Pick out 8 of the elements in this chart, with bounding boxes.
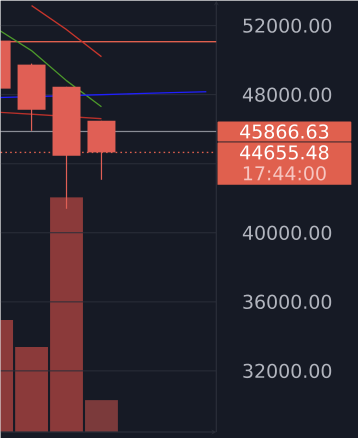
ref-line-label: 44655.48 [240,145,328,160]
y-tick-label: 36000.00 [243,294,332,310]
y-tick-label: 40000.00 [242,226,332,240]
text: 17:44:00 [244,166,326,180]
y-tick-label: 52000.00 [243,18,332,33]
ref-line-label: 45866.63 [240,124,328,139]
y-tick-label: 48000.00 [242,88,332,102]
y-tick-label: 32000.00 [243,364,332,378]
